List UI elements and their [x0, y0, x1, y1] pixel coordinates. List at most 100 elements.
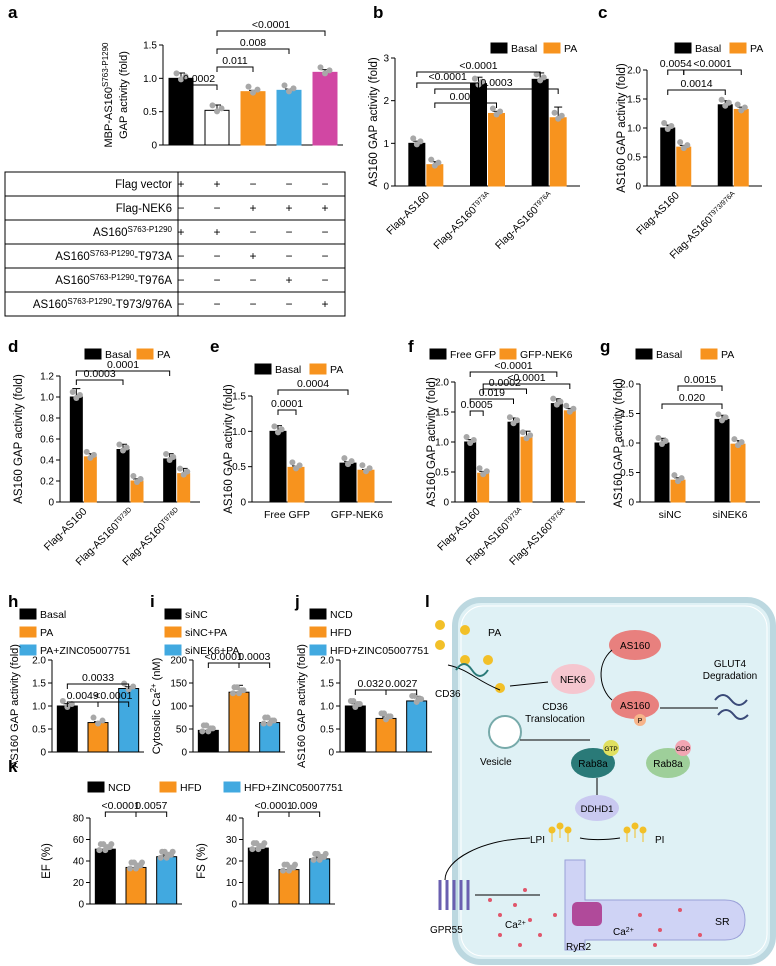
p-value: 0.0003 [480, 77, 512, 89]
p-value: 0.019 [479, 387, 505, 399]
p-value: <0.0001 [507, 372, 545, 384]
y-axis-label: GAP activity (fold) [118, 51, 130, 139]
data-point [261, 840, 268, 847]
p-value: 0.020 [679, 392, 705, 404]
palmitate-dot [435, 640, 445, 650]
bar [488, 112, 505, 187]
bar [240, 91, 266, 146]
y-axis-label: AS160 GAP activity (fold) [426, 377, 438, 507]
arrow [444, 837, 531, 881]
gtp-label: GTP [604, 746, 617, 753]
calcium-dot [538, 933, 542, 937]
p-value: <0.0001 [459, 60, 497, 72]
p-value: 0.011 [222, 55, 248, 67]
x-tick-label: GFP-NEK6 [331, 509, 384, 521]
legend-label: Free GFP [450, 349, 496, 361]
bar [520, 436, 533, 503]
data-point [218, 105, 225, 112]
table-cell: + [177, 225, 184, 239]
glut4-squiggle [714, 694, 749, 720]
y-tick-label: 1.5 [620, 409, 634, 420]
data-point [238, 687, 245, 694]
y-tick-label: 0 [78, 900, 84, 911]
data-point [671, 472, 678, 479]
table-row-label: AS160S763-P1290 [93, 225, 173, 240]
calcium-dot [523, 888, 527, 892]
table-cell: − [321, 177, 328, 191]
panel-letter-g: g [600, 337, 610, 356]
data-point [731, 436, 738, 443]
data-point [655, 435, 662, 441]
legend-swatch [700, 348, 718, 360]
cytoplasm [460, 605, 768, 957]
legend-swatch [499, 348, 517, 360]
table-cell: + [249, 249, 256, 263]
nek6-label: NEK6 [560, 675, 587, 686]
p-value: <0.0001 [205, 651, 243, 663]
data-point [413, 141, 420, 148]
legend-label: Basal [656, 349, 682, 361]
bar [94, 848, 116, 905]
gtp-circle [603, 740, 619, 756]
y-tick-label: 100 [170, 702, 187, 713]
y-tick-label: 1.0 [620, 439, 634, 450]
table-cell: + [213, 225, 220, 239]
significance-bracket [482, 383, 571, 389]
table-cell: − [321, 225, 328, 239]
gpr55-receptor [438, 880, 470, 910]
data-point [734, 101, 741, 108]
significance-bracket [434, 102, 497, 108]
significance-bracket [180, 84, 218, 90]
legend-label: PA [721, 349, 734, 361]
table-cell: − [177, 249, 184, 263]
legend-swatch [309, 626, 327, 638]
data-point [293, 465, 299, 472]
table-cell: + [285, 201, 292, 215]
data-point [95, 720, 101, 727]
data-point [738, 107, 745, 114]
significance-bracket [216, 30, 326, 36]
significance-bracket [385, 689, 418, 695]
data-point [322, 850, 329, 857]
y-tick-label: 0 [151, 141, 157, 152]
ryr2-channel [572, 902, 602, 926]
data-point [173, 70, 180, 77]
data-point [385, 713, 392, 720]
legend-swatch [729, 42, 747, 54]
nek6-protein [551, 664, 595, 694]
table-cell: − [321, 249, 328, 263]
chart-panel-k-legend: NCD HFD HFD+ZINC05007751 [87, 781, 343, 794]
data-point [428, 156, 435, 163]
as160-phospho-protein [611, 691, 659, 719]
panel-letter-e: e [210, 337, 219, 356]
data-point [506, 414, 513, 421]
calcium-dot [698, 933, 702, 937]
table-row-label: Flag vector [115, 179, 172, 191]
chart-panel-c: 00.51.01.52.0Flag-AS160Flag-AS160T973/97… [616, 42, 763, 262]
legend-swatch [674, 42, 692, 54]
legend-swatch [84, 348, 102, 360]
p-value: 0.032 [358, 678, 384, 690]
bar [204, 109, 230, 146]
table-cell: − [177, 273, 184, 287]
legend-swatch [490, 42, 508, 54]
significance-bracket [104, 811, 137, 817]
chart-panel-f: 00.51.01.52.0Flag-AS160Flag-AS160T973AFl… [426, 348, 585, 568]
translocation-label-2: Translocation [525, 714, 585, 725]
phosphate-circle [634, 714, 646, 726]
legend-swatch [164, 626, 182, 638]
legend-label: siNC [185, 609, 208, 621]
data-point [718, 96, 725, 103]
y-tick-label: 0.4 [40, 456, 54, 467]
data-point [199, 728, 206, 735]
panel-letter-c: c [598, 3, 607, 22]
y-tick-label: 1.0 [320, 702, 334, 713]
calcium-dot [513, 903, 517, 907]
data-point [157, 854, 164, 861]
y-axis-label: EF (%) [41, 843, 53, 879]
p-value: 0.0057 [135, 800, 167, 812]
data-point [116, 441, 123, 448]
significance-bracket [434, 88, 559, 94]
significance-bracket [97, 701, 130, 707]
